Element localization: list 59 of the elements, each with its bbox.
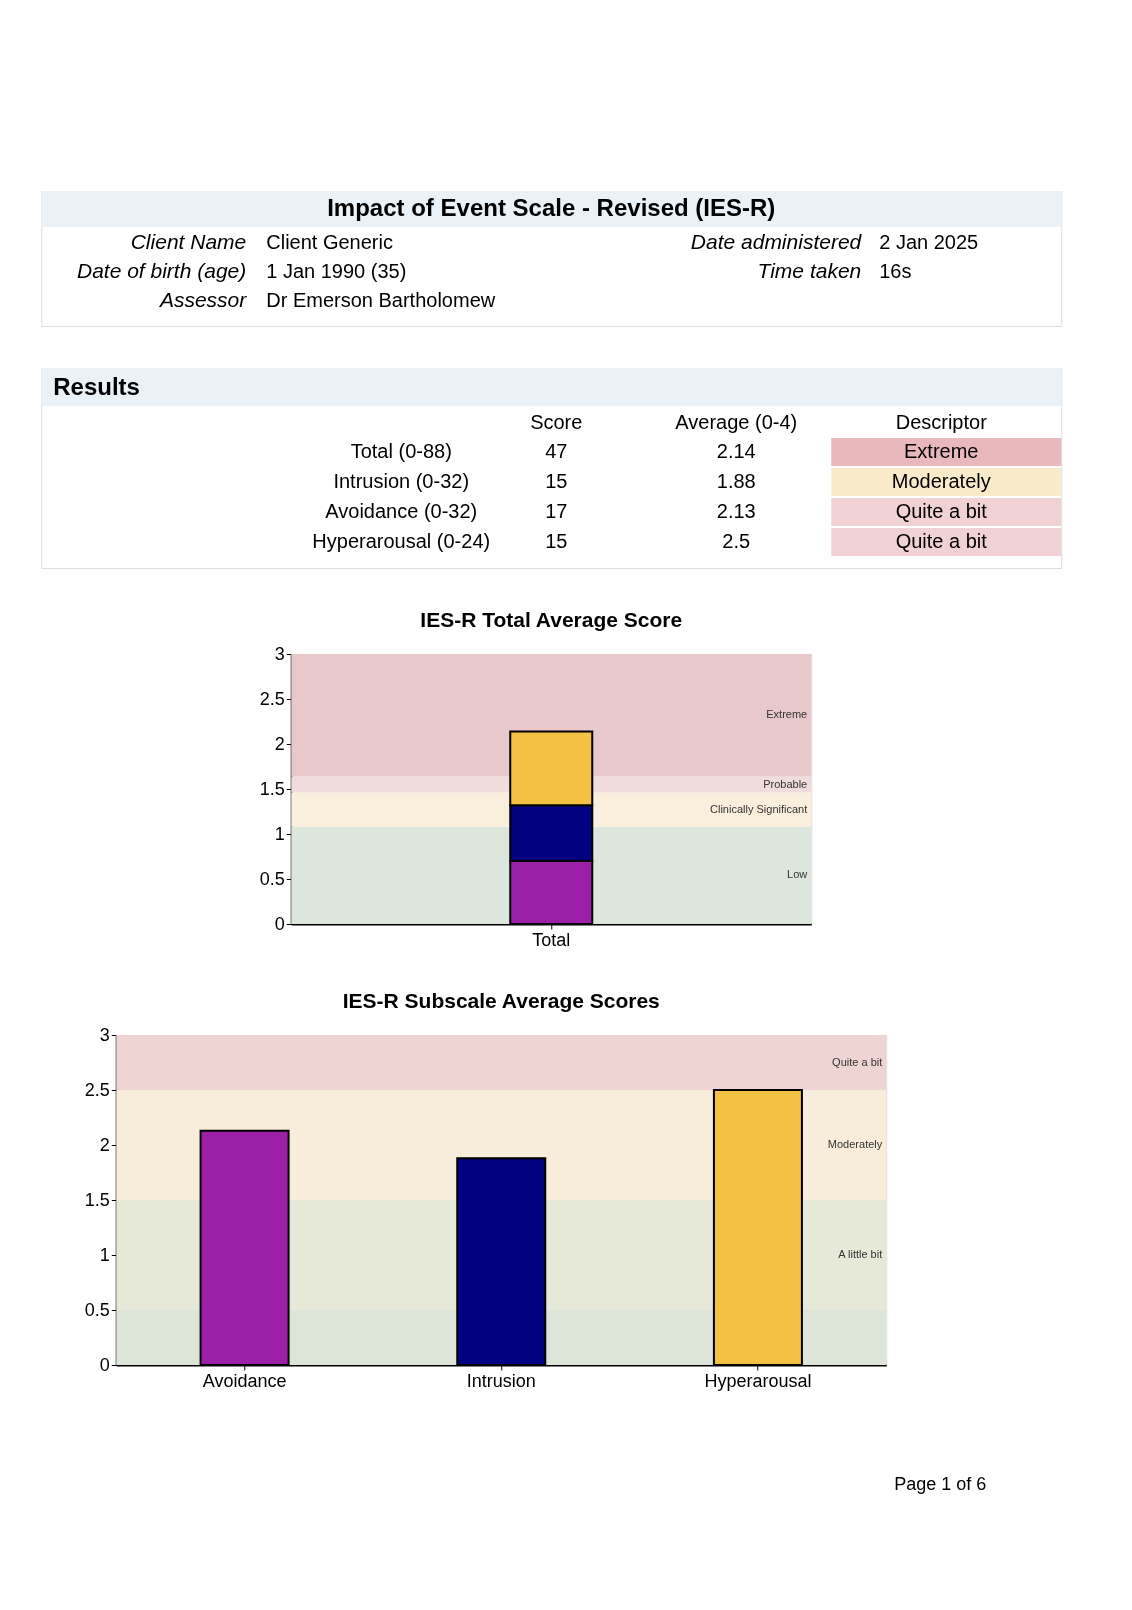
band-label: Quite a bit (832, 1055, 883, 1068)
text: 15 (545, 530, 568, 552)
x-tick-label: Intrusion (466, 1370, 536, 1391)
category-label: Avoidance (0-32) (325, 500, 478, 522)
y-tick-label: 0 (99, 1354, 110, 1375)
text: 1 Jan 1990 (35) (266, 260, 407, 282)
text: Client Name (130, 230, 247, 253)
band-label: Probable (763, 777, 808, 790)
x-tick-label: Hyperarousal (704, 1370, 812, 1391)
text: 1.88 (716, 470, 756, 492)
y-tick-label: 0 (274, 913, 285, 934)
text: 15 (545, 470, 568, 492)
category-label: Average (0-4) (675, 411, 798, 433)
y-tick-label: 1.5 (259, 778, 285, 799)
band-label: Moderately (827, 1138, 883, 1150)
text: 2.13 (716, 500, 756, 522)
text: 17 (545, 500, 568, 522)
text: Extreme (904, 440, 979, 462)
y-tick-label: 2.5 (84, 1079, 110, 1100)
y-tick-label: 1 (99, 1244, 110, 1265)
text: Page 1 of 6 (894, 1474, 987, 1494)
chart-title: IES-R Subscale Average Scores (342, 989, 660, 1012)
text: 47 (545, 440, 568, 462)
x-tick-label: Avoidance (202, 1370, 287, 1391)
y-tick-label: 1 (274, 823, 285, 844)
band-label: Low (787, 868, 808, 881)
text: Client Generic (266, 231, 393, 253)
text: Quite a bit (895, 530, 987, 552)
y-tick-label: 2.5 (259, 688, 285, 709)
category-label: Score (530, 411, 583, 433)
chart-title: IES-R Total Average Score (420, 608, 683, 631)
category-label: Hyperarousal (0-24) (312, 530, 491, 552)
category-label: Descriptor (895, 411, 988, 433)
text: 2 Jan 2025 (879, 231, 979, 253)
text: Assessor (157, 288, 248, 311)
text: 2.14 (716, 440, 756, 462)
y-tick-label: 0.5 (259, 868, 285, 889)
band-label: Extreme (766, 708, 808, 721)
x-tick-label: Total (532, 929, 571, 950)
category-label: Total (0-88) (350, 440, 452, 462)
text: Results (53, 373, 140, 400)
y-tick-label: 1.5 (84, 1189, 110, 1210)
text: Impact of Event Scale - Revised (IES-R) (327, 194, 776, 221)
text: Date administered (690, 230, 863, 253)
y-tick-label: 3 (99, 1024, 110, 1045)
text: Moderately (891, 470, 991, 492)
y-tick-label: 2 (99, 1134, 110, 1155)
band-label: A little bit (838, 1248, 883, 1260)
text: 16s (879, 260, 912, 282)
text: Time taken (757, 259, 862, 282)
category-label: Intrusion (0-32) (333, 470, 470, 492)
y-tick-label: 3 (274, 643, 285, 664)
y-tick-label: 0.5 (84, 1299, 110, 1320)
text: Quite a bit (895, 500, 987, 522)
text: Dr Emerson Bartholomew (266, 289, 496, 311)
text: 2.5 (722, 530, 751, 552)
band-label: Clinically Significant (710, 802, 808, 815)
text: Date of birth (age) (76, 259, 247, 282)
y-tick-label: 2 (274, 733, 285, 754)
